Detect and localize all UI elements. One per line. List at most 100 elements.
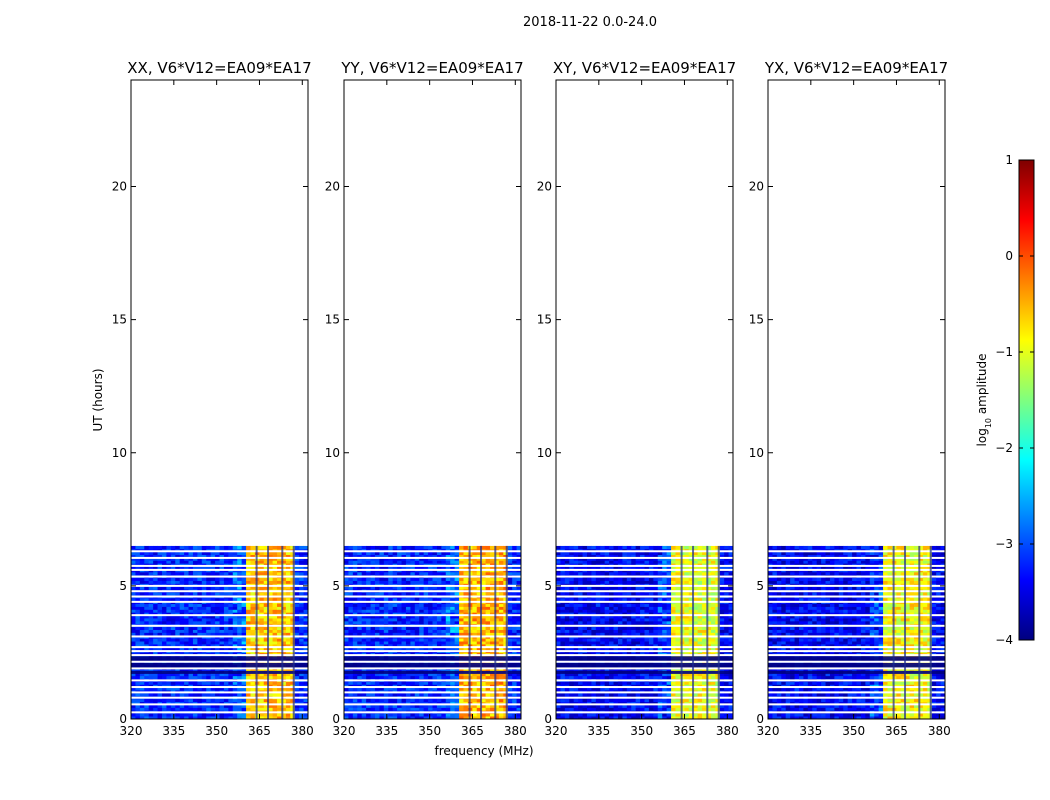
heatmap-cell <box>397 571 402 576</box>
heatmap-cell <box>228 644 234 648</box>
heatmap-cell <box>512 684 517 688</box>
heatmap-cell <box>423 620 429 625</box>
heatmap-cell <box>281 629 287 633</box>
heatmap-cell <box>392 551 398 555</box>
heatmap-cell <box>246 551 251 555</box>
heatmap-cell <box>410 615 416 619</box>
heatmap-cell <box>237 554 243 558</box>
heatmap-cell <box>361 716 367 720</box>
heatmap-cell <box>357 687 363 691</box>
heatmap-cell <box>454 641 460 645</box>
heatmap-cell <box>206 586 212 590</box>
heatmap-cell <box>397 644 402 648</box>
heatmap-cell <box>135 557 141 561</box>
heatmap-cell <box>263 615 269 619</box>
heatmap-cell <box>157 606 163 610</box>
flagged-row <box>344 584 521 587</box>
heatmap-cell <box>498 629 504 633</box>
heatmap-cell <box>450 693 456 697</box>
heatmap-cell <box>405 612 411 616</box>
heatmap-cell <box>223 551 229 555</box>
heatmap-cell <box>454 618 460 622</box>
heatmap-cell <box>481 701 487 705</box>
heatmap-cell <box>503 644 509 648</box>
heatmap-cell <box>246 713 251 717</box>
heatmap-cell <box>135 606 141 610</box>
heatmap-cell <box>166 684 172 688</box>
heatmap-cell <box>170 632 176 636</box>
heatmap-cell <box>414 577 420 581</box>
heatmap-cell <box>436 609 442 613</box>
heatmap-cell <box>657 713 663 717</box>
x-tick-label: 350 <box>205 724 228 738</box>
heatmap-cell <box>383 560 389 564</box>
heatmap-cell <box>370 612 376 616</box>
heatmap-cell <box>423 684 429 688</box>
heatmap-cell <box>263 646 269 651</box>
heatmap-cell <box>432 563 438 567</box>
flagged-row <box>344 679 521 682</box>
heatmap-cell <box>259 684 265 688</box>
heatmap-cell <box>139 675 145 680</box>
heatmap-cell <box>392 566 398 570</box>
heatmap-cell <box>450 620 456 625</box>
heatmap-cell <box>272 592 278 596</box>
heatmap-cell <box>192 672 198 677</box>
heatmap-cell <box>272 618 278 622</box>
heatmap-cell <box>450 577 456 581</box>
heatmap-cell <box>179 545 185 550</box>
heatmap-cell <box>405 632 411 636</box>
heatmap-cell <box>516 592 522 596</box>
heatmap-cell <box>428 551 433 555</box>
heatmap-cell <box>219 606 225 610</box>
heatmap-cell <box>485 597 491 602</box>
heatmap-cell <box>299 618 304 622</box>
heatmap-cell <box>423 551 429 555</box>
heatmap-cell <box>250 620 256 625</box>
heatmap-cell <box>281 551 287 555</box>
heatmap-cell <box>179 571 185 576</box>
heatmap-cell <box>498 701 504 705</box>
heatmap-cell <box>388 580 394 584</box>
heatmap-cell <box>197 557 203 561</box>
heatmap-cell <box>246 597 251 602</box>
heatmap-cell <box>197 629 203 633</box>
heatmap-cell <box>357 620 363 625</box>
heatmap-cell <box>303 592 309 596</box>
heatmap-cell <box>392 716 398 720</box>
heatmap-cell <box>148 698 154 703</box>
heatmap-cell <box>379 693 385 697</box>
heatmap-cell <box>516 646 522 651</box>
heatmap-cell <box>290 563 296 567</box>
heatmap-cell <box>613 713 619 717</box>
heatmap-cell <box>348 701 354 705</box>
heatmap-cell <box>237 716 243 720</box>
heatmap-cell <box>161 675 167 680</box>
heatmap-cell <box>410 675 416 680</box>
heatmap-cell <box>414 632 420 636</box>
heatmap-cell <box>237 646 243 651</box>
heatmap-cell <box>206 638 212 642</box>
heatmap-cell <box>272 597 278 602</box>
heatmap-cell <box>344 644 349 648</box>
heatmap-cell <box>299 545 304 550</box>
heatmap-cell <box>441 563 447 567</box>
heatmap-cell <box>401 603 407 607</box>
heatmap-cell <box>485 684 491 688</box>
heatmap-cell <box>490 698 495 703</box>
heatmap-cell <box>303 560 309 564</box>
heatmap-cell <box>259 554 265 558</box>
heatmap-cell <box>450 641 456 645</box>
heatmap-cell <box>139 644 145 648</box>
heatmap-cell <box>206 603 212 607</box>
heatmap-cell <box>392 620 398 625</box>
heatmap-cell <box>379 586 385 590</box>
heatmap-cell <box>277 597 282 602</box>
heatmap-cell <box>299 641 304 645</box>
heatmap-cell <box>175 551 181 555</box>
heatmap-cell <box>366 672 371 677</box>
heatmap-cell <box>219 713 225 717</box>
heatmap-cell <box>303 626 309 630</box>
heatmap-cell <box>436 545 442 550</box>
heatmap-cell <box>161 618 167 622</box>
